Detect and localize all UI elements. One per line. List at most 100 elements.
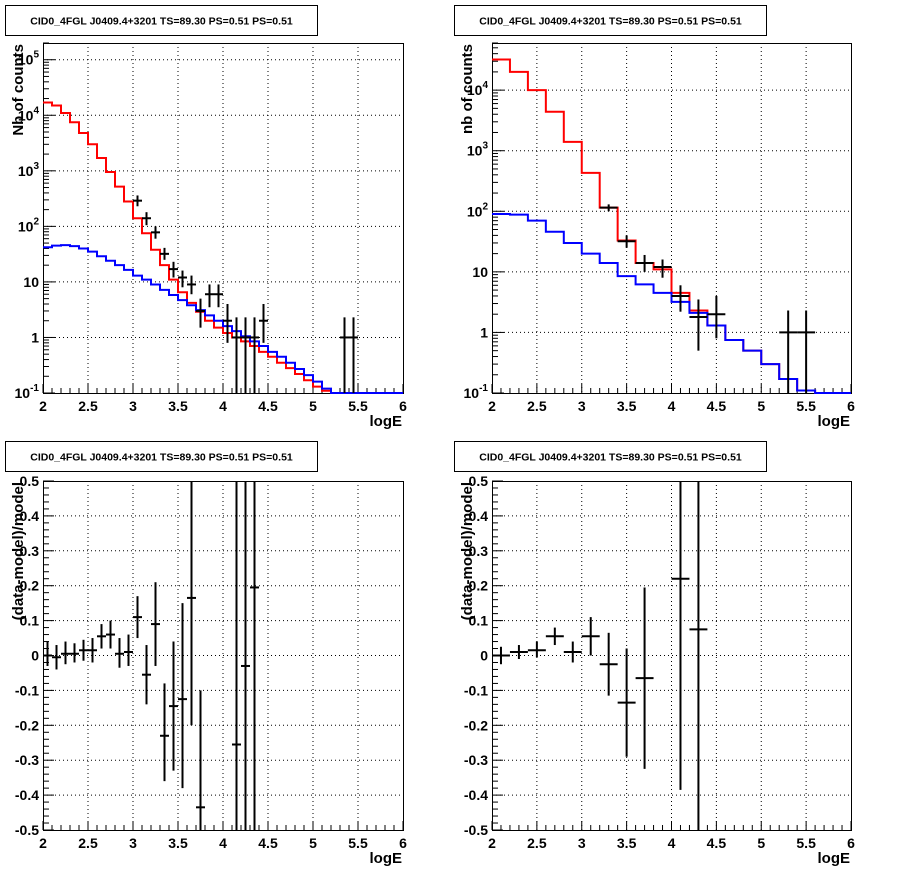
x-tick-label: 5.5: [796, 398, 816, 414]
data-point: [492, 646, 510, 665]
y-tick-label: 104: [467, 80, 489, 98]
data-point: [52, 645, 61, 670]
chart-panel-4: CID0_4FGL J0409.4+3201 TS=89.30 PS=0.51 …: [454, 441, 855, 867]
y-tick-label: 0.4: [469, 508, 489, 524]
data-point: [133, 195, 142, 207]
data-point: [61, 641, 70, 665]
data-point: [599, 632, 618, 696]
y-tick-label: 0.1: [469, 613, 489, 629]
x-tick-label: 4: [219, 835, 227, 851]
chart-title: CID0_4FGL J0409.4+3201 TS=89.30 PS=0.51 …: [30, 452, 293, 464]
y-tick-label: 0.4: [20, 508, 40, 524]
y-tick-label: 0.3: [469, 543, 489, 559]
data-point: [241, 317, 250, 393]
y-tick-label: 0: [31, 648, 39, 664]
y-tick-label: -0.5: [15, 822, 39, 838]
title-box: [454, 5, 767, 36]
chart-title: CID0_4FGL J0409.4+3201 TS=89.30 PS=0.51 …: [479, 16, 742, 28]
y-tick-label: -0.3: [464, 752, 488, 768]
x-tick-label: 5: [757, 398, 765, 414]
chart-title: CID0_4FGL J0409.4+3201 TS=89.30 PS=0.51 …: [30, 16, 293, 28]
data-point: [70, 643, 79, 663]
data-layer: [492, 481, 708, 830]
y-tick-label: 103: [467, 141, 489, 159]
x-tick-label: 4.5: [707, 835, 727, 851]
data-point: [151, 226, 160, 239]
x-tick-label: 2.5: [527, 398, 547, 414]
x-tick-label: 3.5: [168, 835, 188, 851]
data-point: [196, 298, 205, 328]
x-tick-label: 2.5: [527, 835, 547, 851]
x-tick-label: 2.5: [78, 835, 98, 851]
y-tick-label: 103: [18, 161, 40, 179]
data-point: [169, 641, 178, 771]
x-tick-label: 5: [757, 835, 765, 851]
data-point: [214, 284, 223, 308]
data-point: [106, 620, 115, 649]
y-tick-label: 1: [480, 324, 488, 340]
chart-panel-3: CID0_4FGL J0409.4+3201 TS=89.30 PS=0.51 …: [5, 441, 407, 867]
chart-title: CID0_4FGL J0409.4+3201 TS=89.30 PS=0.51 …: [479, 452, 742, 464]
data-point: [142, 645, 151, 705]
x-tick-label: 4.5: [707, 398, 727, 414]
x-tick-label: 3: [129, 835, 137, 851]
data-point: [223, 304, 232, 343]
data-point: [151, 582, 160, 666]
x-tick-label: 5.5: [348, 835, 368, 851]
data-point: [79, 639, 88, 661]
data-point: [187, 481, 196, 726]
y-tick-label: 10: [23, 274, 39, 290]
y-tick-label: 10-1: [464, 383, 489, 401]
data-point: [196, 690, 205, 830]
data-point: [250, 481, 259, 830]
data-point: [635, 254, 654, 272]
y-tick-label: -0.3: [15, 752, 39, 768]
x-tick-label: 5: [309, 835, 317, 851]
title-box: [5, 5, 318, 36]
data-point: [169, 261, 178, 278]
y-axis-title: Nb of counts: [10, 44, 27, 136]
chart-panel-2: CID0_4FGL J0409.4+3201 TS=89.30 PS=0.51 …: [454, 5, 855, 430]
data-point: [617, 648, 636, 757]
data-point: [599, 204, 618, 212]
data-point: [259, 304, 268, 343]
x-axis-title: logE: [818, 850, 851, 867]
x-tick-label: 4.5: [258, 398, 278, 414]
x-tick-label: 4: [668, 835, 676, 851]
x-tick-label: 3: [578, 835, 586, 851]
y-tick-label: 10: [472, 264, 488, 280]
grid: [43, 43, 403, 393]
y-tick-label: 0.1: [20, 613, 40, 629]
x-tick-label: 3.5: [168, 398, 188, 414]
component-model-line: [43, 244, 403, 394]
x-tick-label: 6: [399, 398, 407, 414]
title-box: [5, 441, 318, 472]
y-tick-label: 0.2: [469, 578, 489, 594]
x-tick-label: 2: [488, 398, 496, 414]
x-tick-label: 5.5: [796, 835, 816, 851]
x-tick-label: 3: [578, 398, 586, 414]
data-point: [97, 624, 106, 649]
y-tick-label: 102: [18, 216, 40, 234]
title-box: [454, 441, 767, 472]
data-point: [581, 617, 600, 656]
x-tick-label: 3.5: [617, 398, 637, 414]
x-tick-label: 3.5: [617, 835, 637, 851]
x-axis-title: logE: [370, 850, 403, 867]
plot-frame: [492, 43, 852, 394]
data-point: [88, 638, 97, 663]
y-tick-label: 0.2: [20, 578, 40, 594]
y-tick-label: 0.5: [469, 473, 489, 489]
x-tick-label: 5: [309, 398, 317, 414]
y-tick-label: 105: [18, 50, 40, 68]
data-point: [232, 481, 241, 830]
data-point: [635, 587, 654, 769]
data-point: [43, 641, 52, 666]
data-point: [653, 259, 672, 278]
y-tick-label: 10-1: [15, 383, 40, 401]
data-point: [160, 683, 169, 782]
total-model-line: [43, 101, 403, 394]
y-axis-title: nb of counts: [459, 44, 476, 134]
x-tick-label: 4.5: [258, 835, 278, 851]
